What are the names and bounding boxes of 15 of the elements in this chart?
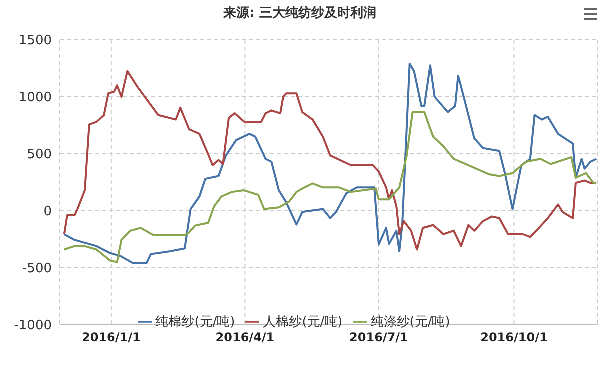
x-tick-label: 2016/10/1 <box>480 330 548 345</box>
y-tick-label: 500 <box>27 148 52 163</box>
line-series <box>63 111 598 264</box>
chart-title: 来源: 三大纯纺纱及时利润 <box>222 4 378 22</box>
x-tick-label: 2016/7/1 <box>350 330 408 345</box>
x-tick-label: 2016/1/1 <box>82 330 141 345</box>
y-tick-label: -500 <box>22 262 52 277</box>
y-tick-label: 1500 <box>18 34 52 49</box>
x-tick-label: 2016/4/1 <box>216 330 275 345</box>
legend-label: 纯棉纱(元/吨) <box>156 315 236 330</box>
y-tick-label: 0 <box>44 204 52 220</box>
legend-label: 纯涤纱(元/吨) <box>370 315 450 330</box>
y-tick-label: -1000 <box>14 318 52 334</box>
y-tick-label: 1000 <box>18 90 52 106</box>
legend-label: 人棉纱(元/吨) <box>263 315 343 330</box>
